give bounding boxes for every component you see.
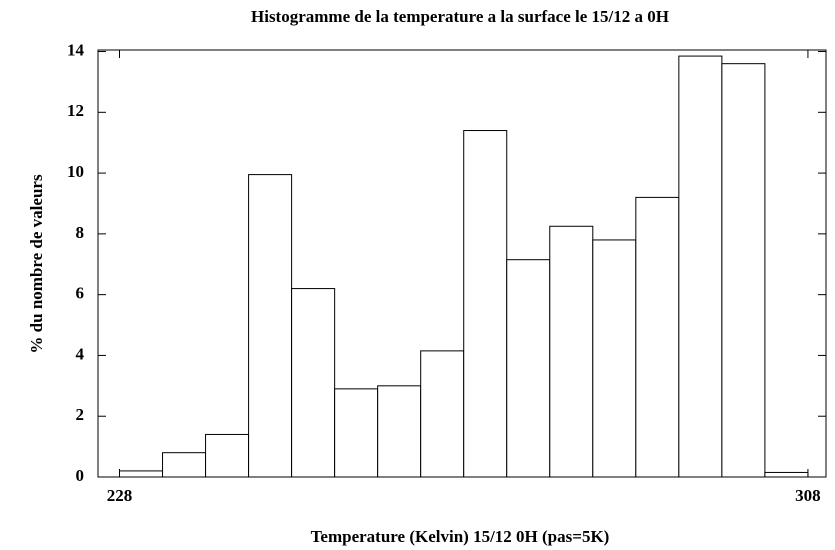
bar	[377, 385, 422, 478]
y-tick-label: 6	[76, 284, 85, 303]
x-tick-label: 308	[795, 486, 821, 505]
y-tick-label: 2	[76, 405, 85, 424]
y-tick-label: 0	[76, 466, 85, 485]
bar	[764, 471, 809, 478]
bar	[721, 63, 766, 478]
bar	[291, 288, 336, 478]
bar	[506, 259, 551, 478]
y-tick-label: 4	[76, 344, 85, 363]
bar	[334, 388, 379, 478]
y-tick-label: 14	[67, 40, 85, 59]
bar	[162, 452, 207, 478]
y-tick-label: 12	[67, 101, 84, 120]
bar	[635, 196, 680, 478]
bar	[678, 55, 723, 478]
x-axis-label: Temperature (Kelvin) 15/12 0H (pas=5K)	[311, 527, 610, 546]
y-axis-label: % du nombre de valeurs	[27, 174, 46, 354]
bar	[119, 470, 164, 478]
bar	[420, 350, 465, 478]
bar	[248, 174, 293, 478]
bar	[549, 225, 594, 478]
bar	[463, 130, 508, 478]
y-tick-label: 8	[76, 223, 85, 242]
x-tick-label: 228	[107, 486, 133, 505]
bar	[592, 239, 637, 478]
y-tick-label: 10	[67, 162, 84, 181]
bar	[205, 433, 250, 478]
chart-title: Histogramme de la temperature a la surfa…	[251, 7, 669, 26]
